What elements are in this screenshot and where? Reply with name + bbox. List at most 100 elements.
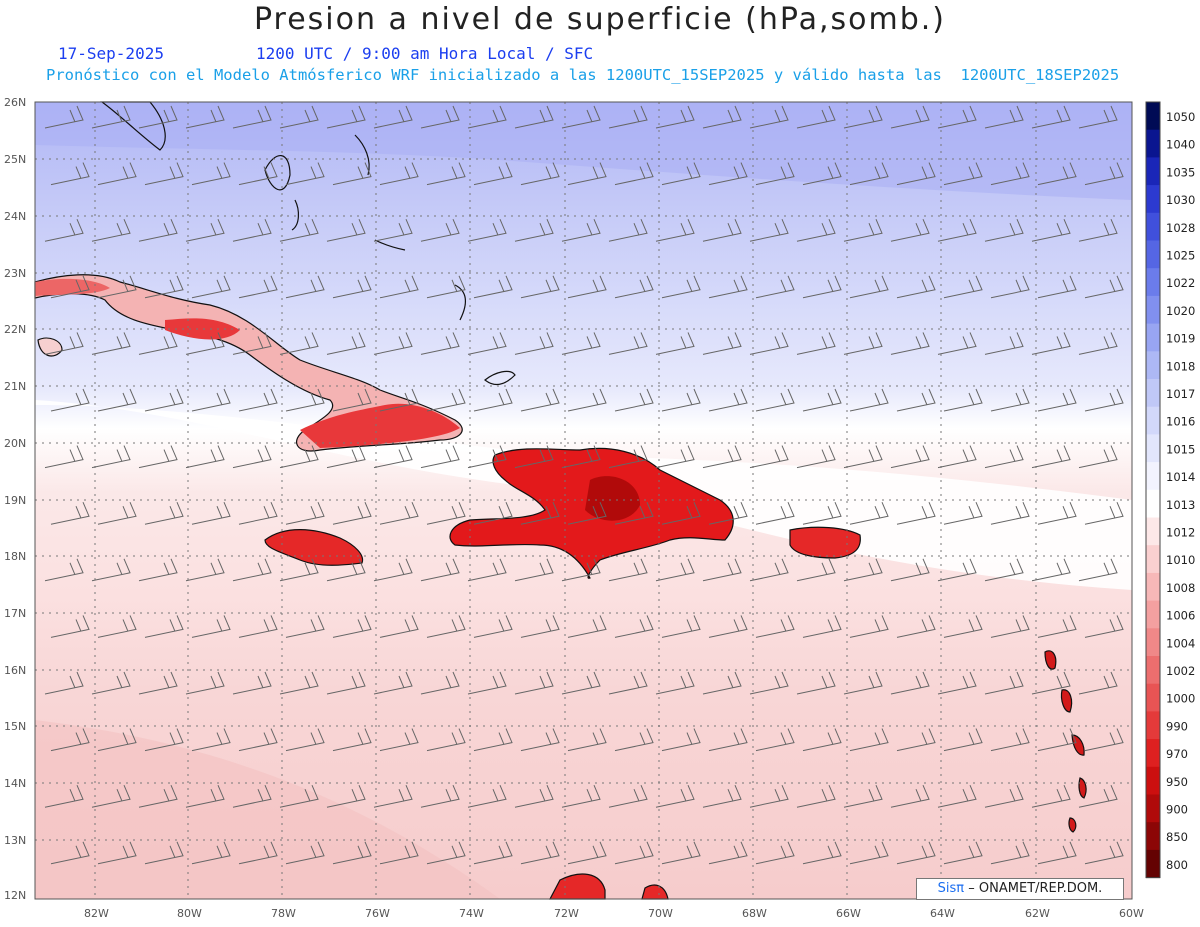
wind-barb (984, 219, 1024, 242)
wind-barb (514, 219, 554, 242)
wind-barb (191, 615, 231, 638)
wind-barb (520, 162, 560, 186)
wind-barb (191, 841, 231, 865)
lon-label: 62W (1025, 907, 1050, 920)
colorbar-swatch (1146, 545, 1160, 574)
wind-barb (332, 275, 372, 299)
colorbar-swatch (1146, 711, 1160, 740)
wind-barb (285, 275, 325, 299)
wind-barb (614, 728, 654, 752)
wind-barb (990, 275, 1030, 299)
wind-barb (890, 558, 930, 582)
lon-label: 74W (459, 907, 484, 920)
wind-barb (655, 785, 695, 808)
wind-barb (473, 615, 513, 638)
colorbar-label: 1006 (1166, 609, 1195, 623)
colorbar-swatch (1146, 628, 1160, 657)
wind-barb (285, 502, 325, 525)
wind-barb (514, 785, 554, 808)
wind-barb (279, 332, 319, 355)
lat-label: 16N (4, 664, 26, 677)
colorbar-label: 900 (1166, 803, 1188, 817)
wind-barb (279, 785, 319, 808)
wind-barb (755, 162, 795, 186)
colorbar-label: 1028 (1166, 221, 1195, 235)
wind-barb (50, 841, 90, 865)
wind-barb (332, 615, 372, 638)
colorbar-label: 1040 (1166, 138, 1195, 152)
wind-barb (373, 219, 413, 242)
colorbar-swatch (1146, 268, 1160, 297)
colorbar-label: 1017 (1166, 387, 1195, 401)
wind-barb (514, 671, 554, 695)
wind-barb (802, 615, 842, 638)
colorbar-swatch (1146, 794, 1160, 823)
wind-barb (138, 219, 178, 242)
wind-barb (50, 728, 90, 752)
wind-barb (1084, 162, 1124, 186)
wind-barb (379, 162, 419, 186)
colorbar-swatch (1146, 323, 1160, 352)
wind-barbs (44, 105, 1124, 865)
wind-barb (984, 785, 1024, 808)
colorbar-swatch (1146, 212, 1160, 241)
wind-barb (849, 841, 889, 865)
wind-barb (473, 162, 513, 186)
wind-barb (373, 785, 413, 808)
wind-barb (285, 615, 325, 638)
wind-barb (50, 615, 90, 638)
wind-barb (843, 219, 883, 242)
wind-barb (802, 502, 842, 525)
wind-barb (896, 841, 936, 865)
wind-barb (661, 728, 701, 752)
puerto-rico-land (789, 526, 861, 559)
wind-barb (332, 728, 372, 752)
wind-barb (1078, 445, 1118, 469)
wind-barb (567, 615, 607, 638)
colorbar-label: 1016 (1166, 415, 1195, 429)
wind-barb (849, 502, 889, 525)
colorbar-label: 850 (1166, 830, 1188, 844)
lat-label: 22N (4, 323, 26, 336)
wind-barb (44, 445, 84, 469)
wind-barb (984, 332, 1024, 355)
wind-barb (373, 671, 413, 695)
wind-barb (138, 332, 178, 355)
wind-barb (655, 332, 695, 355)
wind-barb (232, 445, 272, 469)
wind-barb (661, 388, 701, 412)
wind-barb (238, 841, 278, 865)
wind-barb (843, 332, 883, 355)
credit-text: – ONAMET/REP.DOM. (968, 881, 1103, 896)
wind-barb (843, 671, 883, 695)
sispi-logo: Sisπ (937, 881, 965, 896)
wind-barb (420, 105, 460, 129)
lat-label: 12N (4, 889, 26, 902)
valid-time: 1200 UTC / 9:00 am Hora Local / SFC (256, 44, 594, 63)
wind-barb (755, 615, 795, 638)
wind-barb (849, 275, 889, 299)
wind-barb (467, 671, 507, 695)
wind-barb (467, 785, 507, 808)
wind-barb (379, 728, 419, 752)
wind-barb (896, 615, 936, 638)
wind-barb (708, 388, 748, 412)
wind-barb (1037, 162, 1077, 186)
wind-barb (796, 558, 836, 582)
wind-barb (943, 841, 983, 865)
wind-barb (655, 105, 695, 129)
wind-barb (755, 388, 795, 412)
wind-barb (426, 728, 466, 752)
wind-barb (185, 558, 225, 582)
colorbar-swatch (1146, 600, 1160, 629)
wind-barb (702, 558, 742, 582)
wind-barb (191, 162, 231, 186)
colorbar-label: 1013 (1166, 498, 1195, 512)
wind-barb (749, 445, 789, 469)
wind-barb (97, 728, 137, 752)
wind-barb (608, 219, 648, 242)
wind-barb (561, 671, 601, 695)
wind-barb (708, 615, 748, 638)
wind-barb (896, 502, 936, 525)
longitude-labels: 82W 80W 78W 76W 74W 72W 70W 68W 66W 64W … (84, 907, 1144, 920)
